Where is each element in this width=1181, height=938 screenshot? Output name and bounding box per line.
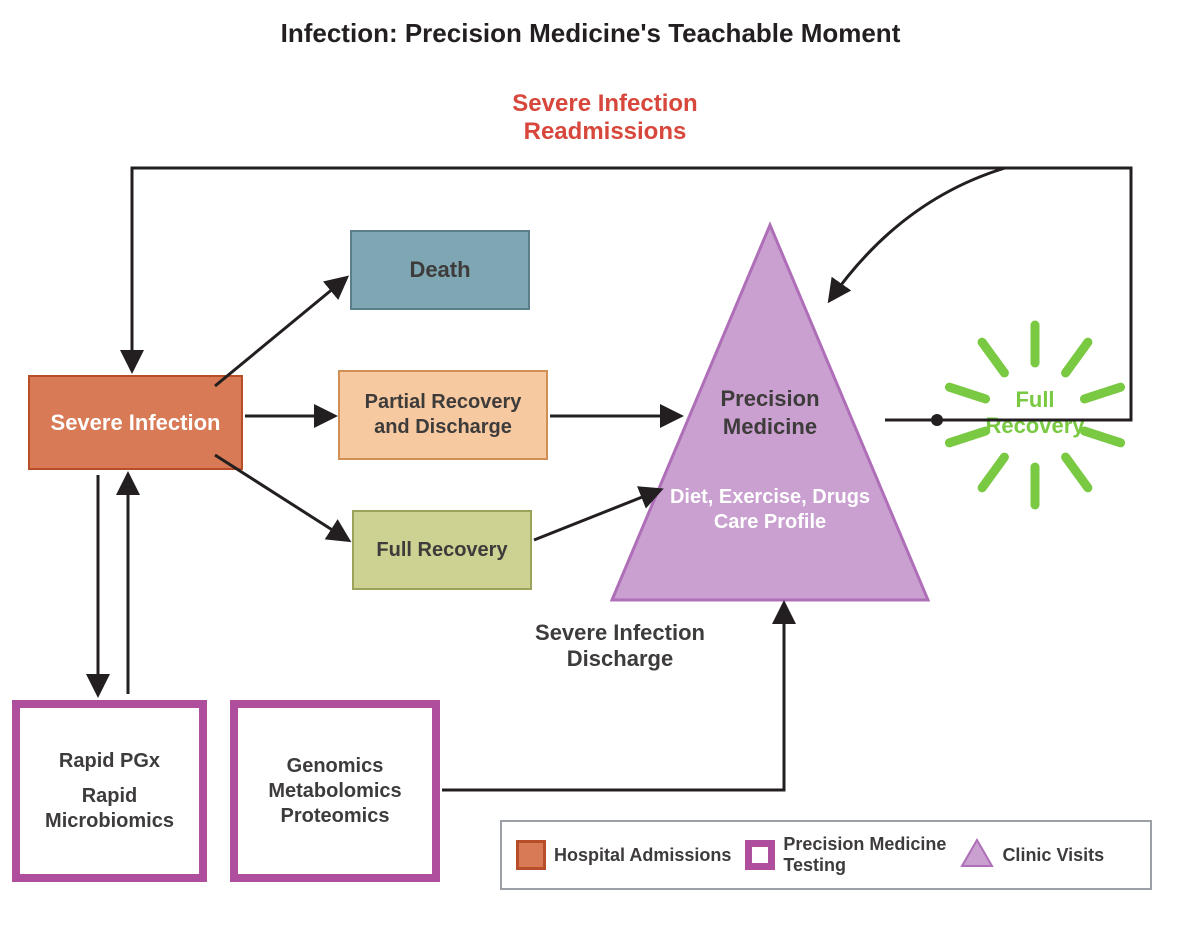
legend-item: Clinic Visits bbox=[960, 838, 1104, 873]
legend-item: Precision MedicineTesting bbox=[745, 834, 946, 876]
node-rapid-pgx: Rapid PGxRapidMicrobiomics bbox=[12, 700, 207, 882]
legend-label: Hospital Admissions bbox=[554, 845, 731, 866]
triangle-subtitle: Diet, Exercise, DrugsCare Profile bbox=[612, 485, 928, 535]
node-partial-recovery: Partial Recoveryand Discharge bbox=[338, 370, 548, 460]
legend-swatch bbox=[960, 838, 994, 873]
node-genomics: GenomicsMetabolomicsProteomics bbox=[230, 700, 440, 882]
label-severe-discharge: Severe InfectionDischarge bbox=[500, 620, 740, 672]
legend-label: Precision MedicineTesting bbox=[783, 834, 946, 876]
triangle-title: PrecisionMedicine bbox=[612, 385, 928, 440]
legend-label: Clinic Visits bbox=[1002, 845, 1104, 866]
legend-swatch bbox=[745, 840, 775, 870]
legend: Hospital Admissions Precision MedicineTes… bbox=[500, 820, 1152, 890]
label-severe-readmissions: Severe InfectionReadmissions bbox=[475, 90, 735, 146]
node-full-recovery: Full Recovery bbox=[352, 510, 532, 590]
node-death: Death bbox=[350, 230, 530, 310]
node-severe-infection: Severe Infection bbox=[28, 375, 243, 470]
legend-swatch bbox=[516, 840, 546, 870]
node-precision-medicine-triangle: PrecisionMedicine Diet, Exercise, DrugsC… bbox=[612, 225, 928, 600]
page-title: Infection: Precision Medicine's Teachabl… bbox=[0, 18, 1181, 49]
burst-full-recovery-label: FullRecovery bbox=[965, 387, 1105, 439]
legend-item: Hospital Admissions bbox=[516, 840, 731, 870]
